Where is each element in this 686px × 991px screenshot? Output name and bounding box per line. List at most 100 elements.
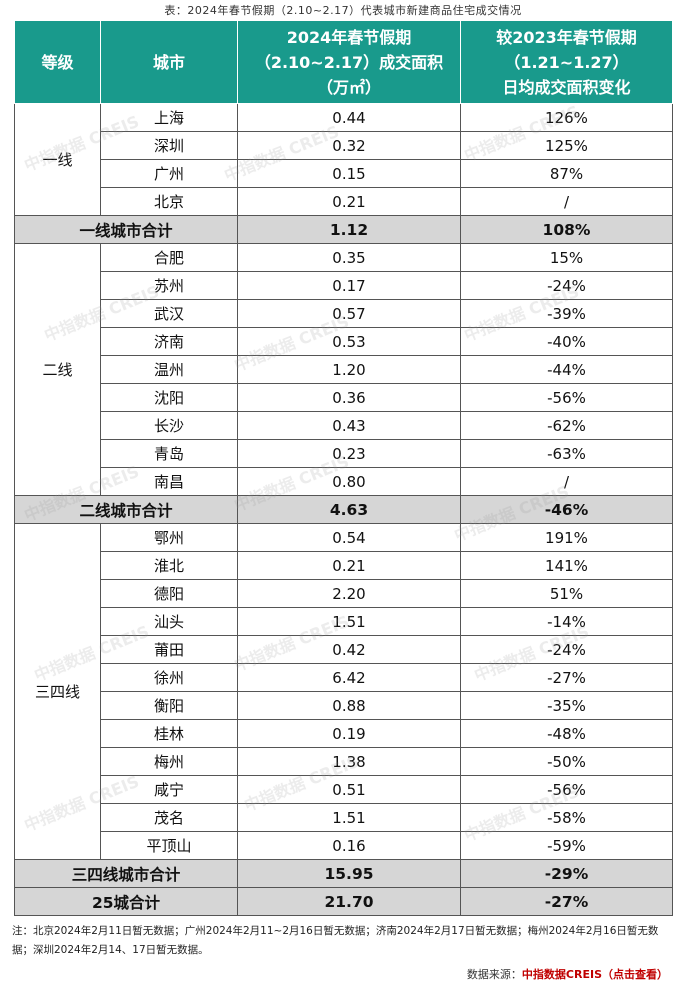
row: 莆田 0.42 -24% [15,635,673,664]
cell: 2.20 [237,579,461,608]
header-line: （2.10~2.17）成交面积 [254,52,444,72]
total-cell: -29% [460,859,673,888]
grand-total-cell: -27% [460,887,673,916]
cell: 深圳 [100,131,238,160]
header-line: 城市 [152,52,185,72]
row: 衡阳 0.88 -35% [15,691,673,720]
row: 德阳 2.20 51% [15,579,673,608]
source-link[interactable]: 中指数据CREIS（点击查看） [521,968,668,981]
cell: 莆田 [100,635,238,664]
row: 平顶山 0.16 -59% [15,831,673,860]
row: 深圳 0.32 125% [15,131,673,160]
header-line: 日均成交面积变化 [502,77,631,97]
cell: 126% [460,103,673,132]
grand-total-cell: 25城合计 [14,887,238,916]
header-line: （万㎡） [316,77,381,97]
row: 汕头 1.51 -14% [15,607,673,636]
grand-total-cell: 21.70 [237,887,461,916]
cell: -50% [460,747,673,776]
cell: 武汉 [100,299,238,328]
cell: -39% [460,299,673,328]
cell: 0.35 [237,243,461,272]
header-line: 较2023年春节假期 [496,27,637,47]
total-row: 二线城市合计 4.63 -46% [14,495,673,524]
cell: 济南 [100,327,238,356]
source: 数据来源：中指数据CREIS（点击查看） [467,966,668,982]
cell: 0.53 [237,327,461,356]
cell: 15% [460,243,673,272]
row: 徐州 6.42 -27% [15,663,673,692]
cell: 0.51 [237,775,461,804]
total-cell: 三四线城市合计 [14,859,238,888]
total-cell: 一线城市合计 [14,215,238,244]
cell: 茂名 [100,803,238,832]
cell: -24% [460,635,673,664]
cell: 咸宁 [100,775,238,804]
cell: -58% [460,803,673,832]
cell: 0.36 [237,383,461,412]
cell: 141% [460,551,673,580]
cell: 桂林 [100,719,238,748]
cell: 51% [460,579,673,608]
cell: -14% [460,607,673,636]
cell: 平顶山 [100,831,238,860]
cell: 0.88 [237,691,461,720]
cell: 0.57 [237,299,461,328]
cell: 鄂州 [100,523,238,552]
header-cell: 较2023年春节假期 （1.21~1.27） 日均成交面积变化 [460,20,673,104]
total-cell: 1.12 [237,215,461,244]
cell: 1.51 [237,607,461,636]
cell: / [460,467,673,496]
row: 梅州 1.38 -50% [15,747,673,776]
cell: 长沙 [100,411,238,440]
total-cell: 4.63 [237,495,461,524]
cell: / [460,187,673,216]
cell: -27% [460,663,673,692]
cell: 1.51 [237,803,461,832]
cell: 徐州 [100,663,238,692]
cell: 青岛 [100,439,238,468]
header-line: （1.21~1.27） [504,52,629,72]
header-cell: 2024年春节假期 （2.10~2.17）成交面积 （万㎡） [237,20,461,104]
total-row: 三四线城市合计 15.95 -29% [14,859,673,888]
cell: -40% [460,327,673,356]
row: 武汉 0.57 -39% [15,299,673,328]
cell: -24% [460,271,673,300]
cell: 0.23 [237,439,461,468]
total-cell: 二线城市合计 [14,495,238,524]
cell: 1.20 [237,355,461,384]
header-cell: 等级 [14,20,101,104]
row: 桂林 0.19 -48% [15,719,673,748]
cell: 0.54 [237,523,461,552]
cell: -59% [460,831,673,860]
total-cell: 15.95 [237,859,461,888]
cell: 德阳 [100,579,238,608]
row: 广州 0.15 87% [15,159,673,188]
header-line: 等级 [41,52,74,72]
row: 三四线 鄂州 0.54 191% [14,523,673,860]
row: 淮北 0.21 141% [15,551,673,580]
row: 咸宁 0.51 -56% [15,775,673,804]
footnote: 注：北京2024年2月11日暂无数据；广州2024年2月11~2月16日暂无数据… [12,925,659,956]
header-cell: 城市 [100,20,238,104]
cell: 125% [460,131,673,160]
cell: -62% [460,411,673,440]
grand-total-row: 25城合计 21.70 -27% [14,887,673,916]
cell: 0.15 [237,159,461,188]
row: 北京 0.21/ [15,187,673,216]
header-line: 2024年春节假期 [286,27,412,47]
cell: 沈阳 [100,383,238,412]
row: 南昌 0.80/ [15,467,673,496]
cell: 合肥 [100,243,238,272]
cell: 1.38 [237,747,461,776]
cell: 淮北 [100,551,238,580]
cell: -44% [460,355,673,384]
cell: 苏州 [100,271,238,300]
cell: 温州 [100,355,238,384]
tier-cell: 一线 [14,103,101,216]
cell: 0.17 [237,271,461,300]
cell: 0.21 [237,187,461,216]
cell: 北京 [100,187,238,216]
header-row: 等级 城市 2024年春节假期 （2.10~2.17）成交面积 （万㎡） 较2023年春节… [14,20,673,104]
